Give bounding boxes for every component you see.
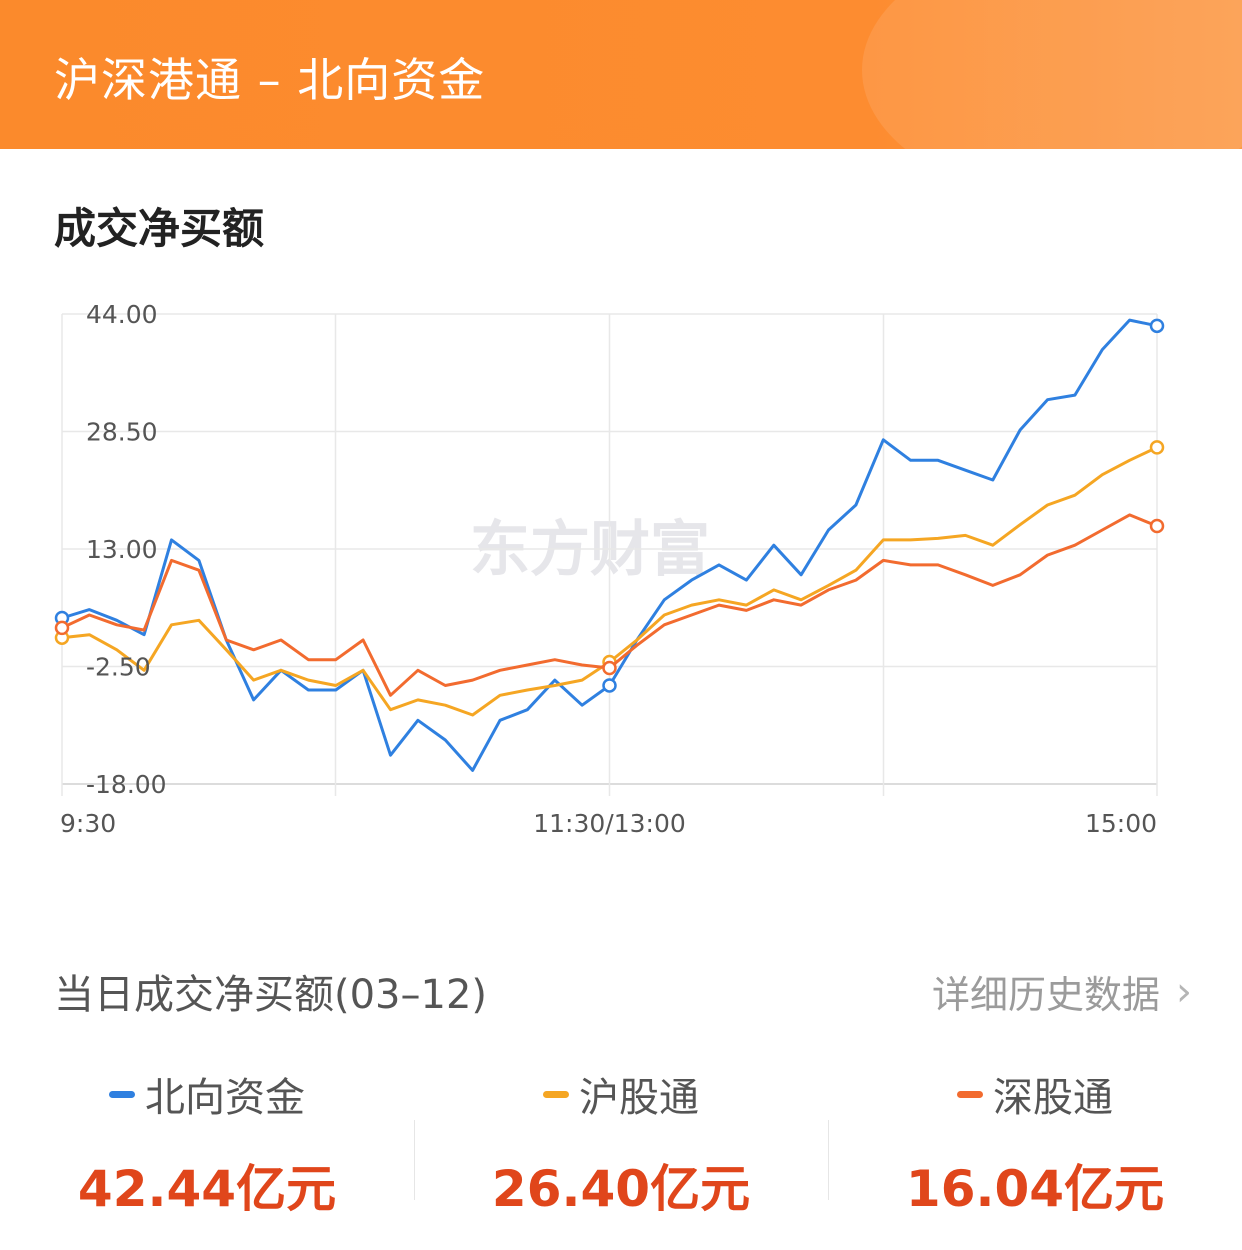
y-tick-label: -2.50 (86, 653, 151, 682)
header-bar: 沪深港通 – 北向资金 (0, 0, 1242, 149)
y-tick-label: 28.50 (86, 418, 158, 447)
x-axis-ticks: 9:30 11:30/13:00 15:00 (60, 809, 1157, 838)
stat-label: 深股通 (993, 1075, 1113, 1121)
stat-label: 北向资金 (145, 1075, 305, 1121)
history-data-link[interactable]: 详细历史数据 › (932, 964, 1192, 1019)
watermark-logo: 东方财富 (470, 515, 710, 585)
series-marker (1149, 440, 1165, 455)
y-tick-label: 44.00 (86, 300, 158, 329)
series-marker (1149, 518, 1165, 534)
series-marker (1149, 318, 1165, 334)
divider (414, 1120, 415, 1200)
y-axis-ticks: 44.00 28.50 13.00 -2.50 -18.00 (86, 300, 167, 799)
stat-shenzhen-connect: 深股通 16.04亿元 (828, 1065, 1242, 1221)
stat-value: 16.04亿元 (905, 1160, 1165, 1218)
chevron-right-icon: › (1176, 968, 1192, 1015)
net-buy-line-chart[interactable]: 东方财富 44.00 28.50 13.00 -2.50 -18.00 9:30 11:3… (0, 280, 1242, 850)
stat-value: 42.44亿元 (77, 1160, 337, 1218)
x-tick-label: 15:00 (1085, 809, 1157, 838)
daily-summary-title: 当日成交净买额(03–12) (54, 972, 488, 1018)
y-tick-label: -18.00 (86, 770, 167, 799)
chart-series (54, 318, 1165, 772)
series-marker (54, 620, 70, 636)
x-tick-label: 11:30/13:00 (533, 809, 686, 838)
series-marker (602, 660, 617, 676)
legend-swatch (543, 1090, 569, 1098)
stat-label: 沪股通 (579, 1075, 699, 1121)
history-data-label: 详细历史数据 (931, 973, 1160, 1017)
divider (828, 1120, 829, 1200)
series-marker (602, 678, 617, 693)
stat-value: 26.40亿元 (491, 1160, 751, 1218)
legend-swatch (957, 1090, 983, 1098)
section-title: 成交净买额 (54, 204, 265, 253)
page-title: 沪深港通 – 北向资金 (54, 53, 486, 107)
header-decoration (862, 0, 1242, 149)
legend-swatch (109, 1090, 135, 1098)
x-tick-label: 9:30 (60, 809, 116, 838)
stat-shanghai-connect: 沪股通 26.40亿元 (414, 1065, 828, 1221)
stat-northbound: 北向资金 42.44亿元 (0, 1065, 414, 1221)
y-tick-label: 13.00 (86, 535, 158, 564)
chart-grid (61, 313, 1158, 796)
